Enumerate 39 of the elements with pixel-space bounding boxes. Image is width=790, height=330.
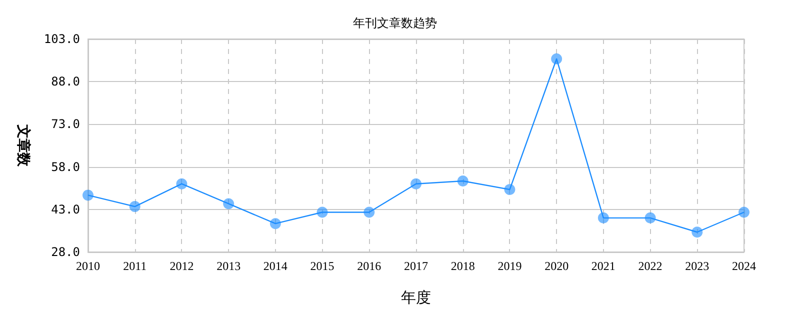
point [316, 206, 328, 218]
x-tick-label: 2013 [216, 259, 241, 273]
point [692, 226, 703, 238]
x-tick-label: 2019 [498, 259, 522, 273]
x-tick-label: 2011 [123, 259, 147, 273]
point [551, 53, 562, 64]
x-tick-label: 2020 [544, 259, 569, 273]
point [738, 206, 750, 218]
x-tick-label: 2022 [638, 259, 662, 273]
x-axis-title: 年度 [401, 288, 431, 306]
point [176, 178, 188, 190]
x-tick-label: 2014 [263, 259, 288, 273]
x-tick-label: 2015 [310, 259, 334, 273]
point [598, 212, 609, 224]
y-tick-label: 88.0 [51, 74, 80, 89]
point [223, 198, 234, 210]
x-tick-label: 2017 [404, 259, 428, 273]
y-tick-label: 43.0 [51, 202, 80, 216]
x-tick-label: 2024 [732, 259, 756, 273]
point [82, 190, 94, 201]
x-tick-label: 2023 [685, 259, 710, 273]
x-tick-label: 2016 [357, 259, 382, 273]
y-tick-label: 28.0 [51, 245, 80, 259]
point [457, 176, 468, 186]
y-tick-label: 103.0 [44, 32, 80, 46]
x-tick-label: 2021 [591, 259, 616, 273]
y-axis-title: 文章数 [15, 124, 32, 168]
y-tick-label: 58.0 [51, 160, 80, 174]
point [644, 212, 656, 224]
point [364, 206, 375, 218]
point [270, 218, 281, 230]
point [410, 178, 422, 190]
x-tick-label: 2010 [76, 259, 100, 273]
chart-title: 年刊文章数趋势 [353, 16, 437, 30]
point [504, 184, 516, 196]
x-tick-label: 2018 [450, 259, 475, 273]
y-tick-label: 73.0 [51, 117, 80, 132]
point [129, 201, 140, 212]
x-tick-label: 2012 [170, 259, 194, 273]
